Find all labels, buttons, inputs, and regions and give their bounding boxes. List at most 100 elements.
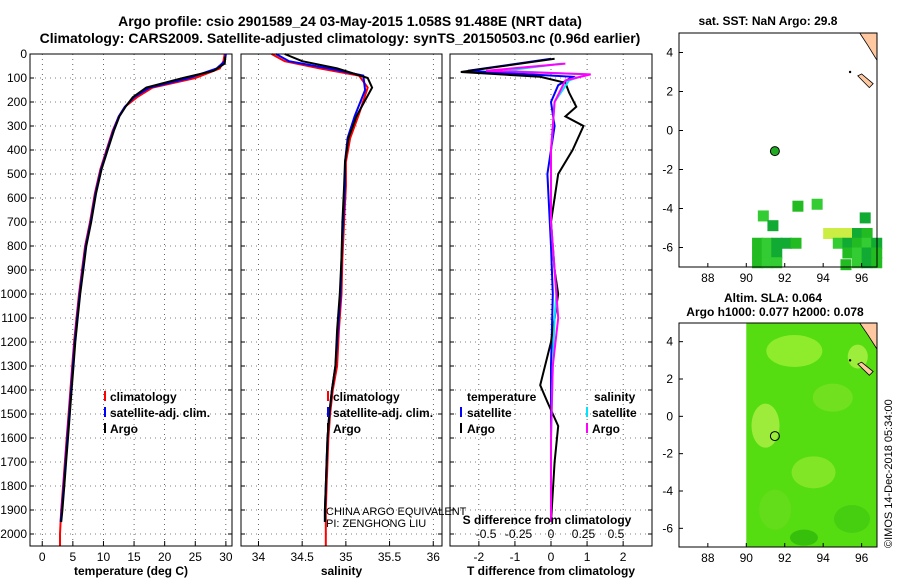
legend-swatch-s-satellite: [586, 407, 588, 417]
y-tick-label: 300: [7, 119, 27, 133]
sst-map-title: sat. SST: NaN Argo: 29.8: [699, 14, 838, 28]
map-x-tick-label: 94: [816, 271, 830, 285]
argo-position-marker: [769, 431, 780, 442]
sst-pixel: [757, 210, 769, 222]
float-pi-note: PI: ZENGHONG LIU: [326, 518, 426, 530]
legend-label-climatology: climatology: [333, 390, 400, 404]
temperature-legend: climatology satellite-adj. clim. Argo: [104, 390, 210, 436]
sst-pixel: [840, 259, 852, 271]
y-tick-label: 1300: [0, 359, 27, 373]
sst-pixel: [790, 237, 802, 249]
y-tick-label: 1000: [0, 287, 27, 301]
sst-pixel: [771, 237, 783, 249]
sla-anomaly-patch: [766, 335, 823, 367]
x-tick-label: 35: [339, 550, 353, 564]
map-frame: [678, 322, 878, 548]
sst-pixel: [752, 237, 764, 249]
x-tick-label: 1: [584, 550, 591, 564]
sla-map-subtitle: Argo h1000: 0.077 h2000: 0.078: [686, 305, 864, 319]
y-tick-label: 900: [7, 263, 27, 277]
figure-subtitle: Climatology: CARS2009. Satellite-adjuste…: [40, 30, 641, 46]
legend-label-t-satellite: satellite: [467, 406, 512, 420]
legend-label-climatology: climatology: [110, 390, 177, 404]
x-tick-label: 5: [70, 550, 77, 564]
sst-pixel: [761, 257, 773, 269]
map-y-tick-label: 4: [666, 335, 673, 349]
y-tick-label: 1100: [1, 311, 27, 325]
sst-pixel: [752, 257, 764, 269]
series-line-argo: [284, 53, 374, 522]
x-axis-label: salinity: [321, 564, 363, 578]
sst-pixel: [852, 257, 864, 269]
legend-swatch-satellite: [327, 407, 329, 417]
sst-pixel: [752, 247, 764, 259]
map-y-tick-label: -2: [662, 163, 673, 177]
sst-pixel: [792, 200, 804, 212]
difference-panel: -2 -1 0 1 2 -0.5 -0.25 0 0.25 0.5 T difference fro…: [449, 53, 653, 578]
legend-heading-temperature: temperature: [467, 390, 537, 404]
difference-legend: temperature satellite Argo salinity sate…: [460, 390, 637, 436]
series-line-s-argo: [486, 62, 591, 522]
y-tick-label: 500: [7, 167, 27, 181]
x-tick-label: 34: [252, 550, 266, 564]
y-tick-label: 100: [7, 71, 27, 85]
series-line-argo: [60, 56, 227, 523]
x-tick-label: 30: [219, 550, 233, 564]
map-y-tick-label: -6: [662, 521, 673, 535]
y-tick-label: 1500: [0, 407, 27, 421]
legend-label-argo: Argo: [333, 422, 361, 436]
sst-pixel: [771, 257, 783, 269]
x-tick-label: 2: [620, 550, 627, 564]
x-axis-label: T difference from climatology: [467, 564, 635, 578]
sla-map-title: Altim. SLA: 0.064: [724, 291, 822, 305]
figure-title: Argo profile: csio 2901589_24 03-May-201…: [118, 13, 582, 29]
map-y-tick-label: -2: [662, 447, 673, 461]
argo-position-marker: [769, 146, 780, 157]
map-y-tick-label: -4: [662, 202, 673, 216]
map-x-tick-label: 88: [701, 551, 715, 565]
legend-swatch-t-satellite: [460, 407, 462, 417]
sla-anomaly-patch: [834, 505, 871, 533]
legend-swatch-climatology: [104, 391, 106, 401]
legend-label-t-argo: Argo: [467, 422, 495, 436]
land-island: [857, 73, 874, 89]
land-islet: [848, 359, 852, 362]
series-line-satellite-adj-clim-: [59, 53, 227, 523]
sla-anomaly-patch: [789, 529, 818, 546]
legend-heading-salinity: salinity: [594, 390, 636, 404]
legend-label-s-satellite: satellite: [592, 406, 637, 420]
y-tick-label: 400: [7, 143, 27, 157]
map-frame: [678, 32, 878, 268]
series-line-s-satellite: [503, 62, 588, 522]
imos-credit: ©IMOS 14-Dec-2018 05:34:00: [883, 399, 895, 548]
float-program-note: CHINA ARGO EQUIVALENT: [326, 506, 467, 518]
sst-pixel: [861, 237, 873, 249]
sst-pixel: [761, 247, 773, 259]
y-tick-label: 800: [7, 239, 27, 253]
map-y-tick-label: 2: [666, 85, 673, 99]
sst-pixel: [842, 247, 854, 259]
map-y-tick-label: 0: [666, 409, 673, 423]
land-mainland: [858, 32, 878, 62]
sst-pixel: [861, 257, 873, 269]
x-tick-label: 35.5: [378, 550, 402, 564]
y-tick-label: 600: [7, 191, 27, 205]
sla-anomaly-patch: [812, 383, 853, 412]
map-y-tick-label: 4: [666, 46, 673, 60]
sst-pixel: [767, 220, 779, 232]
x-top-tick-label: 0.25: [572, 527, 596, 541]
x-top-tick-label: -0.5: [476, 527, 497, 541]
legend-label-argo: Argo: [110, 422, 138, 436]
y-tick-label: 1800: [0, 479, 27, 493]
sla-anomaly-patch: [759, 489, 792, 530]
x-tick-label: 15: [127, 550, 141, 564]
sla-anomaly-patch: [847, 344, 868, 369]
salinity-panel: 34 34.5 35 35.5 36 salinity: [240, 53, 443, 578]
sst-pixel: [859, 212, 871, 224]
salinity-legend: climatology satellite-adj. clim. Argo: [327, 390, 433, 436]
sst-pixel: [771, 247, 783, 259]
y-tick-label: 200: [7, 95, 27, 109]
sst-pixel: [861, 228, 873, 239]
y-tick-label: 1400: [0, 383, 27, 397]
